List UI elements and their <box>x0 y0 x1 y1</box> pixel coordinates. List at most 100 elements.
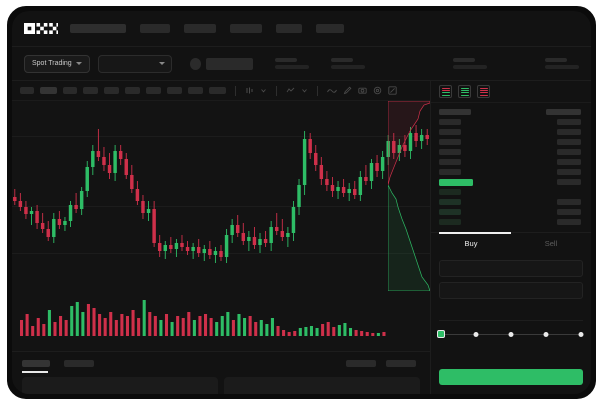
orderbook-col-price <box>546 109 581 115</box>
timeframe-7[interactable] <box>146 87 161 94</box>
slider-stop-50[interactable] <box>508 331 514 337</box>
stat-change-24h <box>331 58 366 69</box>
orderbook-price <box>557 149 581 155</box>
stat-value <box>275 65 310 69</box>
stat-high-24h <box>453 58 488 69</box>
device-frame: Spot Trading <box>4 3 599 402</box>
bottom-action-1[interactable] <box>346 360 376 367</box>
pair-name-label <box>206 57 254 70</box>
stat-volume-24h <box>545 58 580 69</box>
chevron-down-icon <box>75 62 82 65</box>
timeframe-4[interactable] <box>83 87 98 94</box>
nav-item-6[interactable] <box>316 24 344 33</box>
orders-card-row <box>12 367 430 394</box>
nav-item-search[interactable] <box>70 24 126 33</box>
timeframe-1[interactable] <box>20 87 34 94</box>
order-price-field[interactable] <box>439 260 583 277</box>
slider-track[interactable] <box>437 330 584 338</box>
orderbook-ask-row[interactable] <box>431 127 591 137</box>
orderbook-mode-bids-icon[interactable] <box>458 85 471 98</box>
timeframe-8[interactable] <box>167 87 182 94</box>
stat-label <box>545 58 568 62</box>
fullscreen-icon[interactable] <box>388 86 397 95</box>
slider-stop-100[interactable] <box>578 331 584 337</box>
price-chart[interactable] <box>12 101 430 351</box>
timeframe-2[interactable] <box>40 87 57 94</box>
slider-handle-icon[interactable] <box>437 330 445 338</box>
orderbook-amount <box>439 159 461 165</box>
orderbook-price <box>557 209 581 215</box>
okx-logo-icon[interactable] <box>24 23 58 34</box>
candlestick-type-icon[interactable] <box>245 86 254 95</box>
orderbook-ask-row[interactable] <box>431 147 591 157</box>
order-book-header <box>431 81 591 103</box>
orderbook-price <box>557 119 581 125</box>
device-screen: Spot Trading <box>12 11 591 394</box>
trading-mode-selector[interactable]: Spot Trading <box>24 54 90 73</box>
orderbook-ask-row[interactable] <box>431 157 591 167</box>
nav-item-3[interactable] <box>184 24 216 33</box>
orderbook-mode-asks-icon[interactable] <box>477 85 490 98</box>
place-buy-order-button[interactable] <box>439 369 583 385</box>
order-form <box>431 254 591 321</box>
trend-line-icon[interactable] <box>327 87 337 95</box>
timeframe-5[interactable] <box>104 87 119 94</box>
orderbook-bid-row[interactable] <box>431 197 591 207</box>
chart-type-chevron-icon[interactable] <box>260 87 267 94</box>
slider-stop-25[interactable] <box>473 331 479 337</box>
orderbook-ask-row[interactable] <box>431 167 591 177</box>
nav-item-2[interactable] <box>140 24 170 33</box>
indicators-chevron-icon[interactable] <box>301 87 308 94</box>
orders-panel <box>12 351 430 394</box>
pair-selector[interactable] <box>97 54 173 73</box>
trading-mode-label: Spot Trading <box>32 60 72 67</box>
settings-gear-icon[interactable] <box>373 86 382 95</box>
stat-value <box>453 65 488 69</box>
orderbook-ask-row[interactable] <box>431 117 591 127</box>
coin-avatar-icon <box>190 57 202 70</box>
active-tab-indicator <box>22 371 48 373</box>
orderbook-ask-row[interactable] <box>431 137 591 147</box>
orderbook-bid-row[interactable] <box>431 217 591 227</box>
market-info-bar: Spot Trading <box>12 47 591 81</box>
orderbook-bid-row[interactable] <box>431 207 591 217</box>
nav-item-4[interactable] <box>230 24 262 33</box>
order-percent-slider[interactable] <box>431 326 591 338</box>
timeframe-10[interactable] <box>209 87 226 94</box>
orderbook-amount <box>439 129 461 135</box>
tab-open-orders[interactable] <box>22 360 50 367</box>
orderbook-price <box>557 179 581 185</box>
orderbook-amount <box>439 169 461 175</box>
orderbook-price <box>557 199 581 205</box>
volume-series <box>20 300 386 336</box>
orderbook-bid-row[interactable] <box>431 187 591 197</box>
order-total-field[interactable] <box>439 304 583 321</box>
timeframe-3[interactable] <box>63 87 77 94</box>
chart-gridline <box>12 136 430 137</box>
orderbook-amount <box>439 199 461 205</box>
top-navigation-bar <box>12 11 591 47</box>
bottom-card-left[interactable] <box>22 377 218 394</box>
bottom-card-right[interactable] <box>224 377 420 394</box>
timeframe-9[interactable] <box>188 87 203 94</box>
bottom-action-2[interactable] <box>386 360 416 367</box>
stat-value <box>545 65 580 69</box>
orderbook-mode-both-icon[interactable] <box>439 85 452 98</box>
orderbook-last-price-row[interactable] <box>431 177 591 187</box>
nav-item-5[interactable] <box>276 24 302 33</box>
active-side-indicator <box>439 232 511 234</box>
timeframe-6[interactable] <box>125 87 140 94</box>
tab-order-history[interactable] <box>64 360 94 367</box>
order-amount-field[interactable] <box>439 282 583 299</box>
orderbook-amount <box>439 219 461 225</box>
slider-stop-75[interactable] <box>543 331 549 337</box>
order-book-and-trade-panel: Buy Sell <box>430 81 591 394</box>
tab-sell[interactable]: Sell <box>544 239 558 248</box>
indicators-icon[interactable] <box>286 86 295 95</box>
snapshot-camera-icon[interactable] <box>358 86 367 95</box>
tab-buy[interactable]: Buy <box>464 239 478 248</box>
drawing-pencil-icon[interactable] <box>343 86 352 95</box>
orderbook-amount <box>439 139 461 145</box>
order-book-rows <box>431 103 591 227</box>
